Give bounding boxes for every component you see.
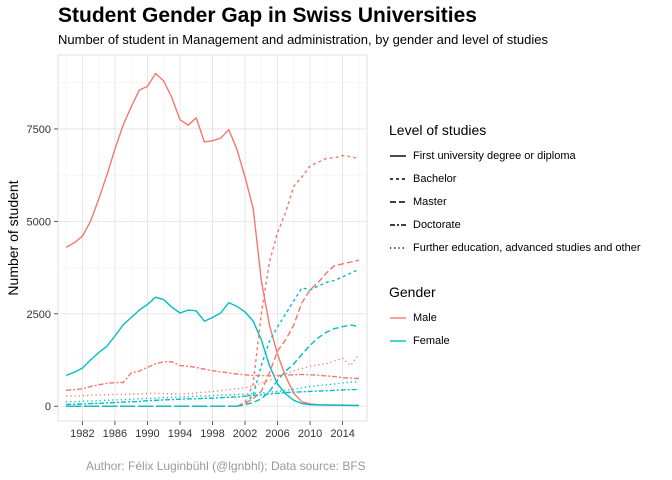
legend-item-level: First university degree or diploma xyxy=(389,144,640,167)
y-tick-label: 5000 xyxy=(27,216,51,228)
legend-item-level: Doctorate xyxy=(389,213,640,236)
series-line-master-female xyxy=(66,324,360,407)
chart-title: Student Gender Gap in Swiss Universities xyxy=(58,4,477,27)
y-tick-label: 2500 xyxy=(27,309,51,321)
x-tick-label: 1990 xyxy=(135,428,159,440)
y-tick-label: 0 xyxy=(45,401,51,413)
legend-level-of-studies: Level of studies First university degree… xyxy=(389,122,640,259)
x-tick-label: 2006 xyxy=(265,428,289,440)
x-tick-label: 1986 xyxy=(103,428,127,440)
x-tick-label: 2014 xyxy=(330,428,354,440)
x-tick-label: 1982 xyxy=(70,428,94,440)
legend-key-line xyxy=(390,223,406,226)
legend-item-label: Master xyxy=(413,195,447,208)
legend-item-level: Master xyxy=(389,190,640,213)
legend-level-title: Level of studies xyxy=(389,122,487,138)
legend-gender-title: Gender xyxy=(389,284,436,300)
legend-item-level: Bachelor xyxy=(389,167,640,190)
chart-caption: Author: Félix Luginbühl (@lgnbhl); Data … xyxy=(86,459,366,473)
legend-item-label: Male xyxy=(413,311,437,324)
legend-item-label: Further education, advanced studies and … xyxy=(413,241,641,254)
series-line-further-male xyxy=(66,354,360,397)
chart-subtitle: Number of student in Management and admi… xyxy=(58,32,548,47)
legend-key-line xyxy=(390,200,406,203)
series-line-further-female xyxy=(66,381,359,403)
x-tick-label: 2002 xyxy=(233,428,257,440)
y-tick-label: 7500 xyxy=(27,124,51,136)
legend-item-label: Female xyxy=(413,334,450,347)
legend-item-gender: Female xyxy=(389,329,450,352)
legend-key-line xyxy=(390,339,406,342)
legend-key-line xyxy=(390,154,406,157)
legend-key-line xyxy=(390,246,406,249)
x-tick-label: 1994 xyxy=(168,428,192,440)
legend-gender: Gender Male Female xyxy=(389,284,450,352)
x-tick-label: 1998 xyxy=(200,428,224,440)
y-axis-label: Number of student xyxy=(5,180,21,295)
legend-item-label: Doctorate xyxy=(413,218,461,231)
legend-key-line xyxy=(390,177,406,180)
legend-item-gender: Male xyxy=(389,306,450,329)
legend-key-line xyxy=(390,316,406,319)
x-tick-label: 2010 xyxy=(298,428,322,440)
series-line-doctorate-female xyxy=(66,388,359,406)
legend-item-label: First university degree or diploma xyxy=(413,149,576,162)
legend-item-label: Bachelor xyxy=(413,172,457,185)
series-line-master-male xyxy=(66,259,360,407)
legend-item-level: Further education, advanced studies and … xyxy=(389,236,640,259)
series-line-first-female xyxy=(65,296,359,407)
series-line-bachelor-female xyxy=(66,268,360,407)
series-line-doctorate-male xyxy=(66,361,359,391)
